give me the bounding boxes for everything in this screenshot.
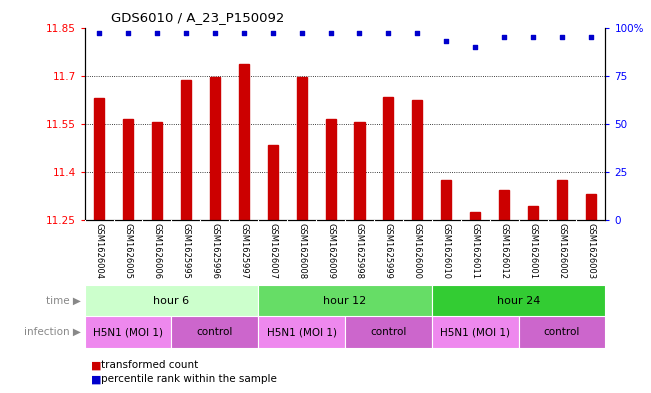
Bar (258, 285, 432, 316)
Bar (85, 316, 171, 348)
Point (94, 30, 104, 37)
Text: control: control (544, 327, 580, 337)
Bar (412, 100, 422, 220)
Text: H5N1 (MOI 1): H5N1 (MOI 1) (440, 327, 510, 337)
Bar (528, 206, 538, 220)
Bar (499, 189, 509, 220)
Text: GSM1626003: GSM1626003 (587, 223, 596, 279)
Bar (239, 64, 249, 220)
Point (326, 30, 336, 37)
Point (528, 34, 538, 40)
Point (238, 30, 249, 37)
Bar (354, 122, 365, 220)
Text: GSM1626005: GSM1626005 (124, 223, 133, 279)
Point (499, 34, 509, 40)
Text: GSM1626010: GSM1626010 (442, 223, 450, 279)
Text: ■: ■ (91, 374, 102, 384)
Bar (210, 77, 220, 220)
Text: GSM1626012: GSM1626012 (500, 223, 508, 279)
Point (268, 30, 278, 37)
Bar (171, 316, 258, 348)
Text: hour 24: hour 24 (497, 296, 540, 306)
Text: control: control (197, 327, 233, 337)
Text: GSM1625999: GSM1625999 (384, 223, 393, 279)
Point (210, 30, 220, 37)
Bar (441, 180, 451, 220)
Bar (181, 81, 191, 220)
Text: transformed count: transformed count (101, 360, 198, 371)
Point (412, 30, 422, 37)
Point (441, 38, 452, 44)
Bar (586, 195, 596, 220)
Bar (383, 97, 393, 220)
Text: GSM1625998: GSM1625998 (355, 223, 364, 279)
Text: H5N1 (MOI 1): H5N1 (MOI 1) (93, 327, 163, 337)
Text: infection ▶: infection ▶ (25, 327, 81, 337)
Point (296, 30, 307, 37)
Bar (557, 180, 567, 220)
Bar (432, 285, 605, 316)
Text: hour 12: hour 12 (324, 296, 367, 306)
Bar (345, 316, 432, 348)
Bar (94, 98, 104, 220)
Text: GSM1625995: GSM1625995 (182, 223, 190, 279)
Bar (258, 316, 345, 348)
Text: ■: ■ (91, 360, 102, 371)
Text: H5N1 (MOI 1): H5N1 (MOI 1) (267, 327, 337, 337)
Bar (123, 119, 133, 220)
Point (470, 44, 480, 50)
Text: GSM1626008: GSM1626008 (297, 223, 306, 279)
Text: GSM1626002: GSM1626002 (557, 223, 566, 279)
Bar (519, 316, 605, 348)
Point (181, 30, 191, 37)
Bar (268, 145, 278, 220)
Point (123, 30, 133, 37)
Point (383, 30, 394, 37)
Text: GSM1626011: GSM1626011 (471, 223, 480, 279)
Text: GSM1626006: GSM1626006 (152, 223, 161, 279)
Text: GSM1626009: GSM1626009 (326, 223, 335, 279)
Text: hour 6: hour 6 (154, 296, 189, 306)
Point (152, 30, 162, 37)
Bar (297, 77, 307, 220)
Point (557, 34, 567, 40)
Text: GDS6010 / A_23_P150092: GDS6010 / A_23_P150092 (111, 11, 284, 24)
Text: GSM1626000: GSM1626000 (413, 223, 422, 279)
Text: GSM1626004: GSM1626004 (94, 223, 104, 279)
Text: GSM1626007: GSM1626007 (268, 223, 277, 279)
Point (354, 30, 365, 37)
Bar (152, 122, 162, 220)
Bar (470, 212, 480, 220)
Bar (326, 119, 336, 220)
Text: GSM1625997: GSM1625997 (240, 223, 248, 279)
Bar (432, 316, 519, 348)
Text: GSM1625996: GSM1625996 (210, 223, 219, 279)
Text: time ▶: time ▶ (46, 296, 81, 306)
Text: percentile rank within the sample: percentile rank within the sample (101, 374, 277, 384)
Text: control: control (370, 327, 407, 337)
Bar (85, 285, 258, 316)
Text: GSM1626001: GSM1626001 (529, 223, 538, 279)
Point (586, 34, 596, 40)
